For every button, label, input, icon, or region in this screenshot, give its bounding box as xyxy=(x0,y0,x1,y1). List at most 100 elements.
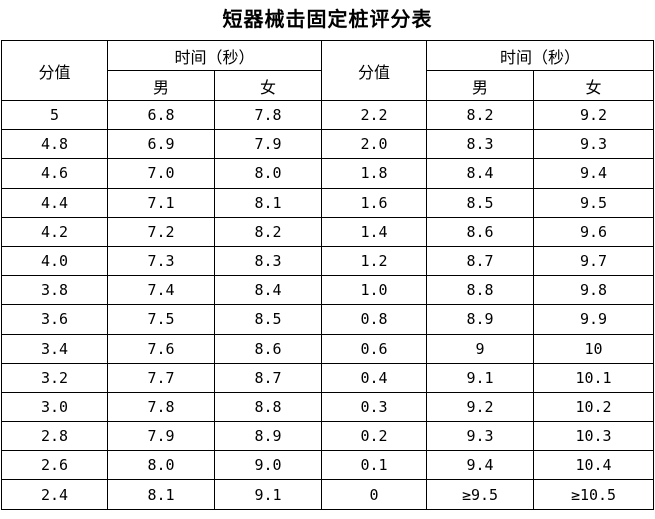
male-time-right-cell: 8.2 xyxy=(426,99,535,131)
score-left-cell: 2.4 xyxy=(1,479,108,510)
female-time-left-cell: 9.0 xyxy=(213,450,323,481)
score-left-cell: 2.8 xyxy=(1,421,108,452)
female-time-left-cell: 8.6 xyxy=(213,333,323,364)
table-row: 3.2 7.7 8.7 0.4 9.1 10.1 xyxy=(1,362,655,393)
score-left-cell: 3.2 xyxy=(1,362,108,393)
table-row: 4.2 7.2 8.2 1.4 8.6 9.6 xyxy=(1,216,655,247)
female-time-right-cell: 9.8 xyxy=(533,275,655,306)
header-row-2: 男 女 男 女 xyxy=(2,70,655,101)
score-right-cell: 2.0 xyxy=(321,129,428,160)
male-time-left-cell: 7.2 xyxy=(107,216,215,247)
male-time-left-cell: 8.1 xyxy=(107,479,215,510)
page-title: 短器械击固定桩评分表 xyxy=(222,7,433,31)
male-time-left-cell: 7.1 xyxy=(107,187,215,218)
score-right-cell: 0.4 xyxy=(321,362,428,393)
male-time-right-cell: 8.3 xyxy=(426,129,535,160)
score-right-cell: 0.2 xyxy=(321,421,428,452)
female-time-right-cell: 9.6 xyxy=(533,216,655,247)
table-header: 分值 时间（秒） 分值 时间（秒） 男 女 男 女 xyxy=(1,40,655,101)
score-right-cell: 1.0 xyxy=(321,275,428,306)
female-time-left-cell: 8.5 xyxy=(213,304,323,335)
male-time-left-cell: 7.0 xyxy=(107,158,215,189)
female-time-right-cell: 10 xyxy=(533,333,655,364)
male-time-left-cell: 7.9 xyxy=(107,421,215,452)
female-time-left-cell: 8.7 xyxy=(213,362,323,393)
female-time-right-cell: 10.1 xyxy=(533,362,655,393)
score-left-cell: 4.0 xyxy=(1,245,108,277)
male-time-right-cell: 9.2 xyxy=(426,391,535,423)
score-table: 分值 时间（秒） 分值 时间（秒） 男 女 男 女 5 6.8 7.8 2.2 8.2 9… xyxy=(1,40,655,510)
male-time-right-cell: 9.3 xyxy=(426,421,535,452)
male-time-right-cell: 8.8 xyxy=(426,275,535,306)
male-time-left-cell: 7.8 xyxy=(107,391,215,423)
female-time-right-cell: 10.3 xyxy=(533,421,655,452)
time-header-right: 时间（秒） xyxy=(426,40,655,71)
male-header-right: 男 xyxy=(426,70,535,101)
male-time-left-cell: 7.3 xyxy=(107,245,215,277)
score-left-cell: 4.4 xyxy=(1,187,108,218)
table-row: 4.6 7.0 8.0 1.8 8.4 9.4 xyxy=(1,158,655,189)
male-time-left-cell: 7.5 xyxy=(107,304,215,335)
score-right-cell: 1.6 xyxy=(321,187,428,218)
score-left-cell: 2.6 xyxy=(1,450,108,481)
male-time-left-cell: 6.8 xyxy=(107,99,215,131)
table-row: 2.4 8.1 9.1 0 ≥9.5 ≥10.5 xyxy=(1,479,655,510)
female-time-right-cell: 9.7 xyxy=(533,245,655,277)
table-row: 4.4 7.1 8.1 1.6 8.5 9.5 xyxy=(1,187,655,218)
table-body: 5 6.8 7.8 2.2 8.2 9.2 4.8 6.9 7.9 2.0 8.3 9.3 4.6 7.0… xyxy=(1,99,655,510)
table-row: 3.8 7.4 8.4 1.0 8.8 9.8 xyxy=(1,275,655,306)
female-time-left-cell: 8.9 xyxy=(213,421,323,452)
score-header-right: 分值 xyxy=(321,40,428,101)
female-time-left-cell: 9.1 xyxy=(213,479,323,510)
female-header-left: 女 xyxy=(213,70,323,101)
table-row: 5 6.8 7.8 2.2 8.2 9.2 xyxy=(1,99,655,131)
score-left-cell: 3.0 xyxy=(1,391,108,423)
female-time-right-cell: 9.2 xyxy=(533,99,655,131)
male-time-right-cell: 9 xyxy=(426,333,535,364)
female-time-left-cell: 8.8 xyxy=(213,391,323,423)
male-time-right-cell: 8.5 xyxy=(426,187,535,218)
male-time-right-cell: 9.1 xyxy=(426,362,535,393)
male-time-right-cell: 8.7 xyxy=(426,245,535,277)
score-left-cell: 3.6 xyxy=(1,304,108,335)
score-right-cell: 0.1 xyxy=(321,450,428,481)
score-right-cell: 1.2 xyxy=(321,245,428,277)
male-time-right-cell: 8.4 xyxy=(426,158,535,189)
female-time-left-cell: 8.3 xyxy=(213,245,323,277)
male-time-left-cell: 7.4 xyxy=(107,275,215,306)
score-left-cell: 4.6 xyxy=(1,158,108,189)
table-row: 3.4 7.6 8.6 0.6 9 10 xyxy=(1,333,655,364)
male-time-right-cell: ≥9.5 xyxy=(426,479,535,510)
male-time-left-cell: 8.0 xyxy=(107,450,215,481)
female-time-left-cell: 7.9 xyxy=(213,129,323,160)
score-right-cell: 1.4 xyxy=(321,216,428,247)
table-row: 4.8 6.9 7.9 2.0 8.3 9.3 xyxy=(1,129,655,160)
female-time-left-cell: 8.1 xyxy=(213,187,323,218)
table-row: 3.6 7.5 8.5 0.8 8.9 9.9 xyxy=(1,304,655,335)
male-time-right-cell: 8.9 xyxy=(426,304,535,335)
score-right-cell: 1.8 xyxy=(321,158,428,189)
male-time-right-cell: 9.4 xyxy=(426,450,535,481)
score-left-cell: 3.4 xyxy=(1,333,108,364)
male-time-left-cell: 6.9 xyxy=(107,129,215,160)
female-time-left-cell: 8.2 xyxy=(213,216,323,247)
score-left-cell: 4.2 xyxy=(1,216,108,247)
score-right-cell: 0.8 xyxy=(321,304,428,335)
male-time-right-cell: 8.6 xyxy=(426,216,535,247)
score-left-cell: 4.8 xyxy=(1,129,108,160)
female-time-left-cell: 8.4 xyxy=(213,275,323,306)
header-row-1: 分值 时间（秒） 分值 时间（秒） xyxy=(1,40,655,101)
score-right-cell: 2.2 xyxy=(321,99,428,131)
table-row: 2.6 8.0 9.0 0.1 9.4 10.4 xyxy=(1,450,655,481)
male-time-left-cell: 7.6 xyxy=(107,333,215,364)
table-row: 3.0 7.8 8.8 0.3 9.2 10.2 xyxy=(1,391,655,423)
female-time-right-cell: 10.2 xyxy=(533,391,655,423)
male-header-left: 男 xyxy=(107,70,215,101)
score-right-cell: 0.6 xyxy=(321,333,428,364)
score-left-cell: 3.8 xyxy=(1,275,108,306)
female-header-right: 女 xyxy=(533,70,655,101)
male-time-left-cell: 7.7 xyxy=(107,362,215,393)
table-row: 2.8 7.9 8.9 0.2 9.3 10.3 xyxy=(1,421,655,452)
female-time-right-cell: 9.4 xyxy=(533,158,655,189)
